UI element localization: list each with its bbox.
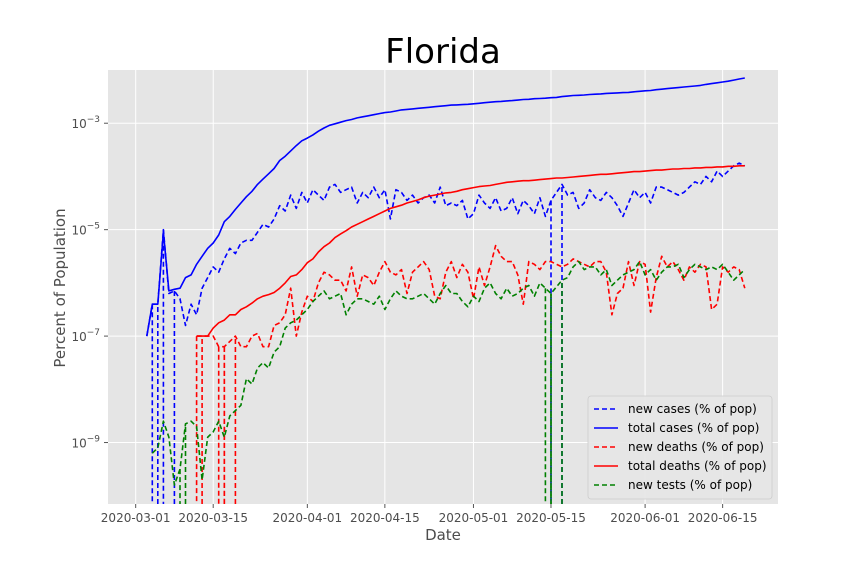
zero-drop (223, 336, 237, 504)
series-line (146, 77, 745, 337)
legend-label: new tests (% of pop) (628, 478, 752, 492)
y-tick-label: 10−3 (71, 115, 100, 131)
x-tick-label: 2020-05-15 (516, 511, 586, 525)
series-line (146, 162, 746, 337)
x-tick-label: 2020-03-01 (101, 511, 171, 525)
zero-drop (544, 288, 552, 504)
x-tick-label: 2020-06-15 (688, 511, 758, 525)
zero-drop (151, 304, 159, 504)
series-layer (146, 77, 746, 504)
y-tick-label: 10−7 (71, 328, 100, 344)
series-3 (195, 244, 746, 504)
x-tick-label: 2020-05-01 (439, 511, 509, 525)
series-line (196, 244, 746, 348)
zero-drop (162, 229, 176, 504)
y-tick-label: 10−9 (71, 435, 100, 451)
legend-box (587, 395, 773, 500)
zero-drop (550, 280, 563, 504)
series-line (196, 165, 745, 337)
zero-drop (179, 423, 187, 504)
legend: new cases (% of pop) total cases (% of po… (587, 395, 773, 500)
y-tick-label: 10−5 (71, 222, 100, 238)
legend-label: new cases (% of pop) (628, 402, 757, 416)
zero-drop (195, 336, 203, 504)
legend-label: total cases (% of pop) (628, 421, 759, 435)
x-axis-label: Date (425, 526, 461, 544)
legend-label: new deaths (% of pop) (628, 440, 764, 454)
series-4 (196, 165, 745, 337)
x-tick-label: 2020-04-01 (272, 511, 342, 525)
legend-label: total deaths (% of pop) (628, 459, 767, 473)
y-axis-label: Percent of Population (51, 208, 69, 367)
x-tick-label: 2020-03-15 (178, 511, 248, 525)
x-tick-label: 2020-06-01 (610, 511, 680, 525)
chart-title: Florida (385, 32, 501, 72)
series-2 (146, 77, 745, 337)
series-line (151, 260, 746, 486)
x-tick-label: 2020-04-15 (350, 511, 420, 525)
tick-layer: 2020-03-01 2020-03-15 2020-04-01 2020-04-15… (71, 115, 757, 525)
series-5 (151, 260, 746, 504)
